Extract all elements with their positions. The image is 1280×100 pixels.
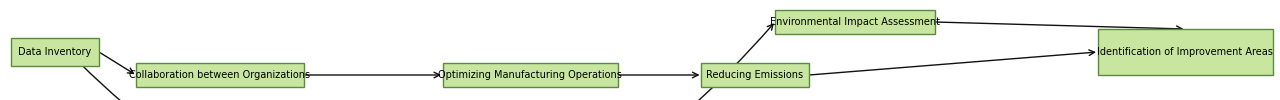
FancyBboxPatch shape	[136, 63, 305, 87]
Text: Environmental Impact Assessment: Environmental Impact Assessment	[771, 17, 940, 27]
FancyArrowPatch shape	[620, 72, 698, 78]
Text: Collaboration between Organizations: Collaboration between Organizations	[129, 70, 311, 80]
FancyArrowPatch shape	[56, 24, 773, 100]
Text: Optimizing Manufacturing Operations: Optimizing Manufacturing Operations	[438, 70, 622, 80]
FancyBboxPatch shape	[774, 10, 934, 34]
FancyBboxPatch shape	[1097, 29, 1272, 75]
FancyArrowPatch shape	[306, 72, 439, 78]
FancyArrowPatch shape	[937, 22, 1181, 32]
FancyBboxPatch shape	[701, 63, 809, 87]
FancyArrowPatch shape	[810, 50, 1094, 75]
FancyBboxPatch shape	[12, 38, 99, 66]
Text: Reducing Emissions: Reducing Emissions	[707, 70, 804, 80]
Text: Identification of Improvement Areas: Identification of Improvement Areas	[1097, 47, 1272, 57]
FancyBboxPatch shape	[443, 63, 617, 87]
FancyArrowPatch shape	[100, 53, 133, 73]
Text: Data Inventory: Data Inventory	[18, 47, 92, 57]
